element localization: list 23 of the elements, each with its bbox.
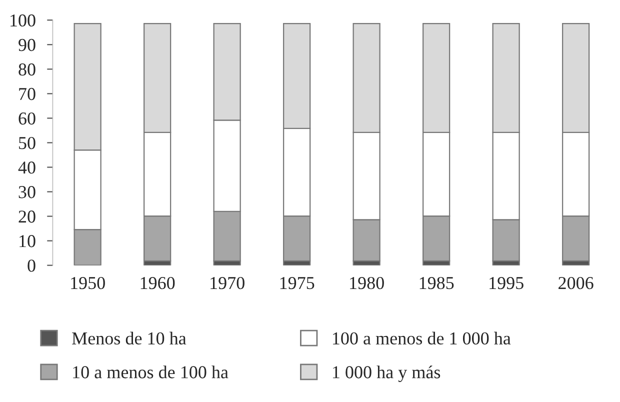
y-tick-label: 70 (19, 88, 36, 100)
y-tick-label: 50 (19, 136, 36, 150)
x-tick-label: 1970 (210, 276, 244, 290)
x-tick-label: 1985 (420, 276, 454, 290)
y-tick-label: 20 (18, 210, 36, 223)
y-tick-label: 100 (10, 14, 36, 27)
x-tick-label: 1950 (71, 276, 105, 290)
x-tick-label: 1980 (350, 276, 384, 290)
y-tick-label: 60 (18, 112, 36, 125)
y-tick-label: 30 (18, 186, 36, 198)
y-tick-label: 0 (28, 260, 36, 272)
x-tick-label: 1975 (280, 277, 314, 290)
x-tick-label: 2006 (558, 276, 594, 290)
legend-label: 1 000 ha y más (333, 366, 440, 382)
x-tick-label: 1995 (490, 277, 524, 290)
legend-label: Menos de 10 ha (72, 332, 186, 345)
x-tick-label: 1960 (140, 276, 175, 290)
y-tick-label: 10 (20, 235, 36, 248)
y-tick-label: 40 (18, 161, 36, 174)
y-tick-label: 80 (18, 63, 36, 76)
legend-label: 100 a menos de 1 000 ha (333, 332, 511, 345)
y-tick-label: 90 (18, 38, 36, 52)
legend-label: 10 a menos de 100 ha (73, 366, 228, 378)
